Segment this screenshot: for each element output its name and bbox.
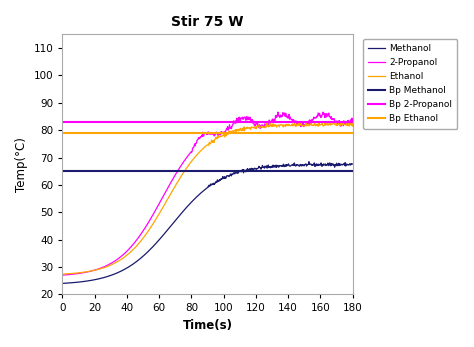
Y-axis label: Temp(°C): Temp(°C) — [15, 137, 28, 192]
Ethanol — [191, 156, 197, 161]
Ethanol — [350, 124, 356, 128]
2-Propanol — [275, 110, 281, 114]
2-Propanol — [60, 273, 65, 277]
Bp Methanol — [60, 169, 65, 173]
Methanol — [230, 171, 236, 175]
2-Propanol — [279, 115, 284, 119]
Methanol — [191, 198, 197, 202]
Ethanol — [278, 123, 283, 127]
2-Propanol — [350, 118, 356, 122]
Methanol — [350, 162, 356, 166]
Ethanol — [111, 262, 117, 266]
Ethanol — [253, 127, 259, 131]
Methanol — [306, 160, 312, 164]
2-Propanol — [253, 121, 259, 125]
2-Propanol — [230, 121, 236, 126]
Ethanol — [60, 272, 65, 276]
Bp Methanol — [61, 169, 67, 173]
Ethanol — [230, 129, 236, 134]
X-axis label: Time(s): Time(s) — [182, 319, 232, 332]
Title: Stir 75 W: Stir 75 W — [171, 15, 244, 29]
Bp 2-Propanol — [61, 120, 67, 124]
Methanol — [278, 163, 283, 168]
2-Propanol — [111, 260, 117, 264]
Methanol — [111, 272, 117, 277]
Ethanol — [134, 244, 140, 248]
Line: 2-Propanol: 2-Propanol — [63, 112, 353, 275]
Ethanol — [325, 120, 330, 125]
Methanol — [134, 259, 140, 263]
Bp 2-Propanol — [60, 120, 65, 124]
2-Propanol — [134, 237, 140, 242]
Methanol — [253, 167, 259, 171]
Bp Ethanol — [61, 131, 67, 135]
Methanol — [60, 281, 65, 286]
Bp Ethanol — [60, 131, 65, 135]
2-Propanol — [191, 145, 197, 150]
Line: Ethanol: Ethanol — [63, 122, 353, 274]
Line: Methanol: Methanol — [63, 162, 353, 283]
Legend: Methanol, 2-Propanol, Ethanol, Bp Methanol, Bp 2-Propanol, Bp Ethanol: Methanol, 2-Propanol, Ethanol, Bp Methan… — [363, 39, 457, 128]
